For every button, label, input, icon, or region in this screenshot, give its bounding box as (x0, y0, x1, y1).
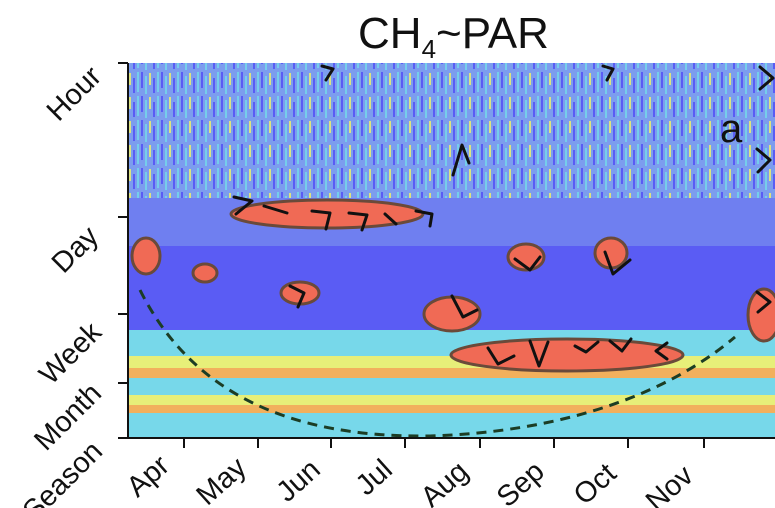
day-band (128, 198, 775, 246)
y-tick-label: Day (46, 220, 105, 279)
phase-arrow (601, 64, 615, 82)
x-tick-label: Aug (415, 455, 475, 508)
panel-label: a (720, 107, 743, 151)
y-tick-label: Season (17, 435, 109, 508)
phase-arrow (755, 290, 772, 314)
cone-of-influence (138, 289, 736, 438)
phase-arrow (573, 340, 600, 354)
phase-arrows (232, 64, 775, 368)
phase-arrow (232, 195, 254, 216)
title-subscript: 4 (422, 34, 436, 64)
phase-arrow (603, 250, 632, 276)
x-tick-label: Apr (121, 449, 176, 503)
phase-arrow (450, 294, 479, 319)
heatmap-area (128, 63, 775, 438)
x-tick-label: Oct (568, 457, 623, 508)
sig-region-2 (191, 262, 219, 284)
y-tick-label: Week (33, 316, 108, 391)
phase-arrow (608, 337, 633, 353)
lower-band-3 (128, 368, 775, 378)
lower-band-6 (128, 405, 775, 413)
phase-arrow (347, 211, 369, 232)
x-tick-label: May (191, 451, 253, 508)
x-axis-ticks: Apr May Jun Jul Aug Sep Oct Nov (121, 438, 705, 508)
x-tick-label: Nov (640, 459, 700, 508)
phase-arrow (528, 339, 550, 368)
phase-arrow (383, 212, 398, 226)
title-rest: ~PAR (436, 9, 549, 58)
phase-arrow (320, 64, 335, 82)
phase-arrow (288, 284, 306, 309)
phase-arrow (654, 341, 669, 361)
y-tick-label: Hour (41, 60, 108, 127)
x-tick-label: Jul (350, 453, 399, 502)
lower-band-5 (128, 395, 775, 405)
phase-arrow (310, 209, 332, 231)
phase-arrow (513, 255, 542, 272)
phase-arrow (486, 346, 516, 366)
x-tick-label: Sep (491, 455, 551, 508)
sig-region-1 (130, 236, 162, 276)
y-tick-label: Month (28, 377, 108, 457)
phase-arrow (414, 209, 434, 228)
sig-region-7 (449, 337, 685, 373)
phase-arrow (262, 204, 289, 215)
sig-region-6 (593, 236, 629, 270)
phase-arrow (451, 143, 471, 177)
phase-arrow (755, 147, 772, 174)
x-tick-label: Jun (271, 453, 327, 508)
phase-arrow (758, 65, 775, 91)
title-main: CH (358, 9, 422, 58)
chart-title: CH4~PAR (358, 9, 549, 64)
